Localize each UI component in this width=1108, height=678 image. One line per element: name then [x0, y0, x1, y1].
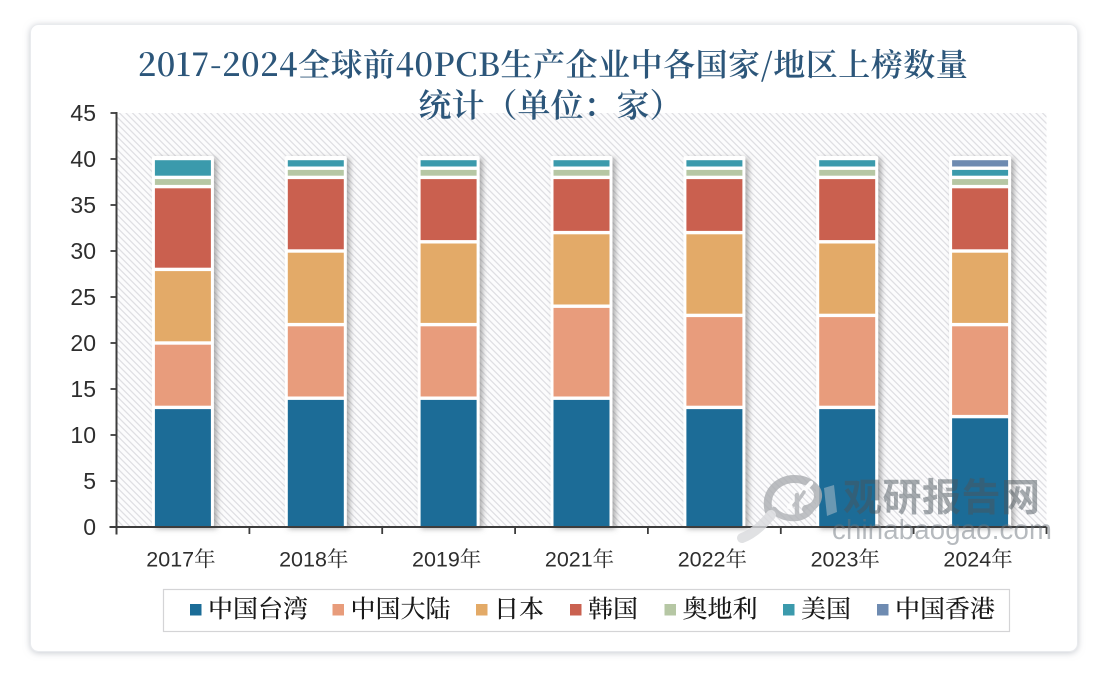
svg-text:chinabaogao.com: chinabaogao.com [832, 514, 1052, 545]
svg-text:35: 35 [70, 192, 96, 218]
svg-text:40: 40 [70, 146, 96, 172]
svg-text:15: 15 [70, 376, 96, 402]
svg-text:5: 5 [83, 468, 96, 494]
svg-text:2019: 2019 [412, 548, 460, 572]
svg-text:45: 45 [70, 100, 96, 126]
svg-text:2018: 2018 [279, 548, 327, 572]
svg-text:2021: 2021 [545, 548, 593, 572]
svg-text:2024: 2024 [943, 548, 991, 572]
svg-text:20: 20 [70, 330, 96, 356]
svg-text:10: 10 [70, 422, 96, 448]
svg-text:2023: 2023 [811, 548, 859, 572]
svg-text:0: 0 [83, 514, 96, 540]
svg-text:30: 30 [70, 238, 96, 264]
svg-text:2022: 2022 [678, 548, 726, 572]
svg-text:25: 25 [70, 284, 96, 310]
svg-text:2017: 2017 [146, 548, 194, 572]
